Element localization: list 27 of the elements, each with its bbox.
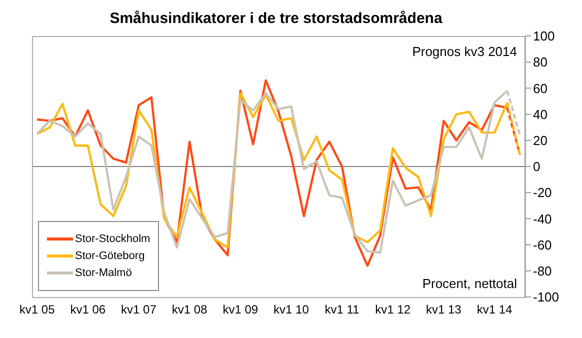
x-tick-label: kv1 14	[476, 302, 513, 317]
x-tick-label: kv1 13	[426, 302, 462, 317]
y-tick-label: -60	[533, 237, 552, 252]
x-tick-label: kv1 10	[274, 302, 310, 317]
legend-label: Stor-Göteborg	[75, 250, 145, 262]
y-tick-label: 80	[533, 54, 548, 70]
y-tick-label: 20	[533, 133, 548, 148]
y-tick-label: -40	[533, 211, 552, 226]
y-tick-label: -20	[533, 185, 552, 200]
y-tick-label: 60	[533, 80, 548, 96]
y-tick-label: -80	[533, 264, 552, 279]
x-tick-label: kv1 11	[324, 302, 360, 317]
y-tick-label: 40	[533, 106, 548, 122]
y-tick-label: 100	[533, 28, 555, 44]
legend-label: Stor-Malmö	[75, 267, 132, 279]
x-tick-label: kv1 12	[375, 302, 411, 317]
annotation: Prognos kv3 2014	[412, 44, 517, 59]
x-tick-label: kv1 06	[70, 302, 106, 317]
y-tick-label: 0	[533, 159, 540, 174]
x-tick-label: kv1 05	[19, 302, 56, 317]
x-tick-label: kv1 07	[121, 302, 157, 317]
annotation: Procent, nettotal	[422, 276, 517, 291]
y-tick-label: -100	[533, 290, 560, 305]
x-tick-label: kv1 08	[172, 302, 208, 317]
legend-label: Stor-Stockholm	[75, 233, 150, 245]
chart-title: Småhusindikatorer i de tre storstadsområdena	[108, 10, 444, 27]
x-tick-label: kv1 09	[222, 302, 258, 317]
